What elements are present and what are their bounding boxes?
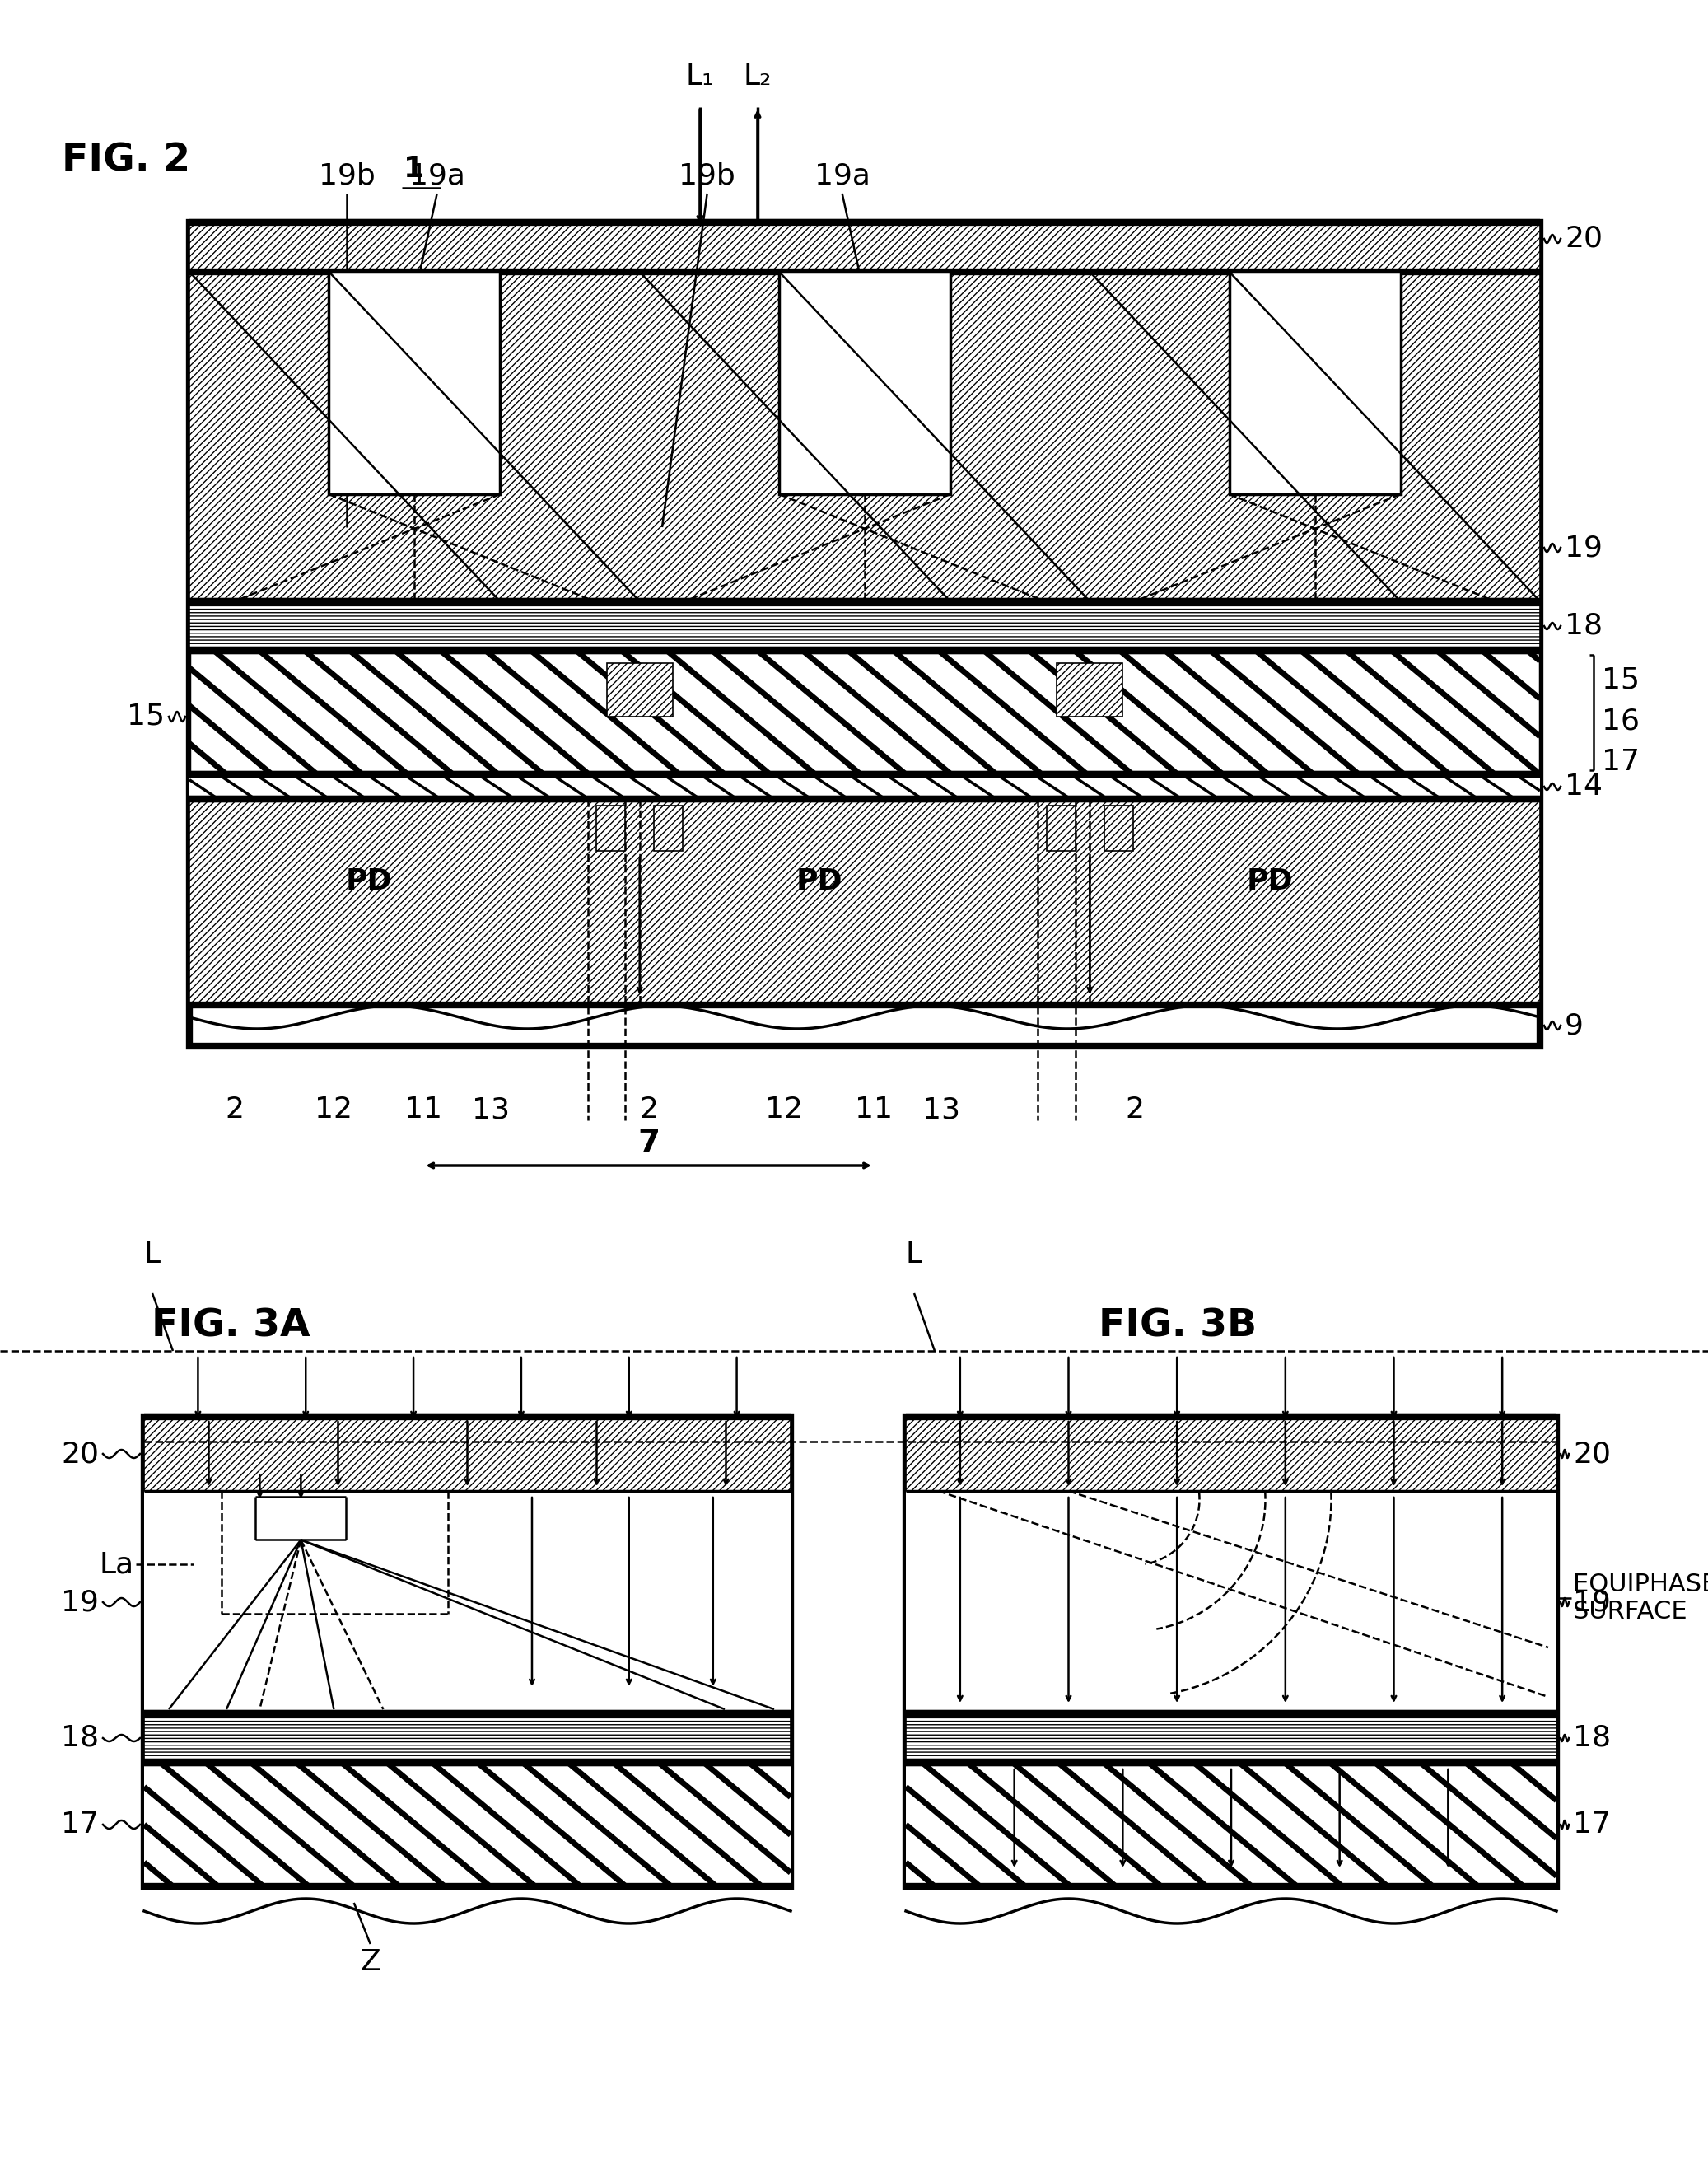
Text: 12: 12 [765,1095,803,1123]
Bar [143,1417,791,1491]
Bar [190,222,1541,1045]
Text: 19a: 19a [815,161,869,189]
Text: 16: 16 [1602,706,1640,734]
Text: EQUIPHASE
SURFACE: EQUIPHASE SURFACE [1573,1573,1708,1623]
Text: L: L [143,1241,161,1269]
Text: 20: 20 [1573,1441,1611,1469]
Text: 19: 19 [1573,1588,1611,1617]
Text: 17: 17 [1602,748,1640,776]
Bar [190,650,1541,774]
Text: PD: PD [347,867,393,895]
Text: 2: 2 [225,1095,244,1123]
Text: L₂: L₂ [743,63,772,91]
Bar [330,272,500,493]
Bar [606,663,673,717]
Text: 2: 2 [639,1095,658,1123]
Text: 1: 1 [403,154,424,183]
Text: 15: 15 [1602,665,1640,693]
Bar [143,1762,791,1886]
Text: 18: 18 [1565,613,1602,641]
Text: 15: 15 [126,702,164,730]
Text: 9: 9 [1565,1013,1583,1039]
Text: 12: 12 [314,1095,352,1123]
Bar [190,602,1541,650]
Text: PD: PD [796,867,842,895]
Text: FIG. 3A: FIG. 3A [152,1308,309,1345]
Text: FIG. 3B: FIG. 3B [1098,1308,1257,1345]
Text: 20: 20 [1565,224,1602,252]
Text: FIG. 2: FIG. 2 [61,141,190,178]
Bar [190,222,1541,272]
Bar [1230,272,1401,493]
Bar [143,1491,791,1712]
Bar [905,1491,1556,1712]
Bar [1047,806,1076,852]
Text: 17: 17 [1573,1810,1611,1838]
Text: L₁: L₁ [685,63,714,91]
Bar [143,1712,791,1762]
Text: L: L [905,1241,922,1269]
Text: 17: 17 [61,1810,99,1838]
Text: 11: 11 [405,1095,442,1123]
Text: La: La [99,1552,133,1578]
Text: Z: Z [360,1949,381,1975]
Bar [779,272,950,493]
Bar [143,1417,791,1886]
Text: 20: 20 [61,1441,99,1469]
Text: PD: PD [1247,867,1293,895]
Text: 19b: 19b [678,161,736,189]
Bar [654,806,683,852]
Bar [190,774,1541,800]
Text: 19: 19 [61,1588,99,1617]
Text: 18: 18 [61,1723,99,1751]
Bar [190,800,1541,1004]
Text: 7: 7 [637,1128,659,1158]
Text: 18: 18 [1573,1723,1611,1751]
Bar [905,1417,1556,1491]
Text: 13: 13 [471,1095,511,1123]
Text: 19a: 19a [410,161,465,189]
Bar [905,1762,1556,1886]
Bar [1057,663,1122,717]
Text: 14: 14 [1565,774,1602,800]
Text: 2: 2 [1126,1095,1144,1123]
Text: 13: 13 [922,1095,960,1123]
Text: 19b: 19b [319,161,376,189]
Bar [905,1417,1556,1886]
Text: 11: 11 [854,1095,893,1123]
Bar [905,1712,1556,1762]
Text: 19: 19 [1565,535,1602,563]
Bar [1103,806,1132,852]
Bar [596,806,625,852]
Bar [190,272,1541,602]
